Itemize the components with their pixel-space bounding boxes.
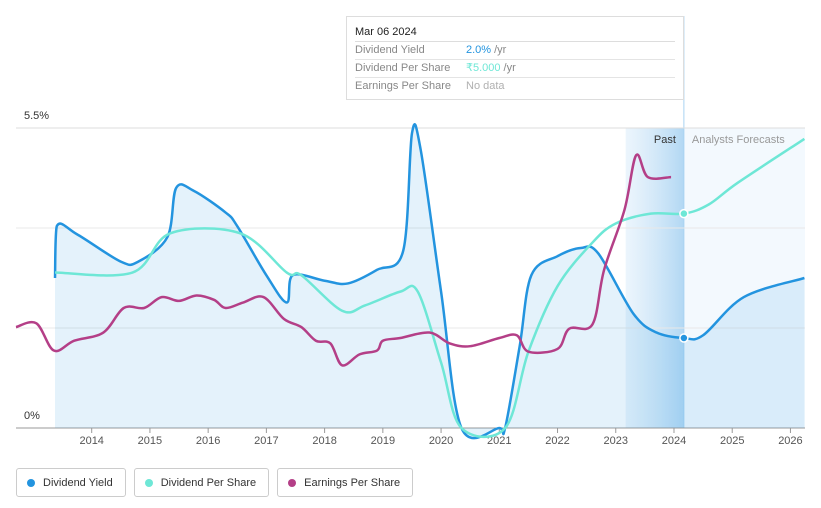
tooltip-label: Dividend Per Share bbox=[355, 62, 451, 74]
tooltip-value: ₹5.000 bbox=[466, 62, 501, 74]
legend-label: Earnings Per Share bbox=[304, 476, 401, 489]
tooltip-unit: /yr bbox=[494, 44, 507, 56]
past-label: Past bbox=[654, 134, 676, 146]
x-tick-label: 2018 bbox=[312, 435, 336, 447]
tooltip-row: Dividend Yield 2.0%/yr bbox=[355, 42, 675, 60]
forecast-label: Analysts Forecasts bbox=[692, 134, 785, 146]
legend-dot bbox=[27, 478, 35, 487]
x-tick-label: 2026 bbox=[778, 435, 802, 447]
tooltip-row: Dividend Per Share ₹5.000/yr bbox=[355, 60, 675, 78]
legend-dot bbox=[144, 478, 153, 487]
y-tick-label: 5.5% bbox=[24, 110, 49, 122]
tooltip-label: Earnings Per Share bbox=[355, 80, 451, 92]
line bbox=[53, 123, 805, 440]
tooltip-label: Dividend Yield bbox=[355, 44, 425, 56]
x-tick-label: 2019 bbox=[371, 435, 395, 447]
legend-label: Dividend Yield bbox=[43, 476, 113, 489]
x-tick-label: 2015 bbox=[138, 435, 162, 447]
legend-item[interactable]: Dividend Yield bbox=[16, 468, 126, 497]
x-tick-label: 2023 bbox=[604, 435, 628, 447]
legend: Dividend Yield Dividend Per Share Earnings… bbox=[16, 468, 414, 497]
area bbox=[55, 124, 805, 439]
legend-item[interactable]: Earnings Per Share bbox=[277, 468, 414, 497]
y-tick-label: 0% bbox=[24, 410, 40, 422]
x-tick-label: 2016 bbox=[196, 435, 220, 447]
line bbox=[55, 137, 806, 439]
line bbox=[15, 153, 672, 367]
x-tick-label: 2022 bbox=[545, 435, 569, 447]
tooltip-date: Mar 06 2024 bbox=[355, 23, 675, 42]
tooltip-value: 2.0% bbox=[466, 44, 492, 56]
x-tick-label: 2014 bbox=[79, 435, 103, 447]
legend-label: Dividend Per Share bbox=[160, 476, 257, 489]
tooltip-unit: /yr bbox=[503, 62, 516, 74]
legend-item[interactable]: Dividend Per Share bbox=[133, 468, 270, 497]
tooltip-value: No data bbox=[466, 80, 505, 92]
x-tick-label: 2017 bbox=[254, 435, 278, 447]
x-tick-label: 2024 bbox=[662, 435, 686, 447]
x-tick-label: 2025 bbox=[720, 435, 744, 447]
x-tick-label: 2021 bbox=[487, 435, 511, 447]
point bbox=[679, 333, 689, 343]
point bbox=[679, 208, 689, 219]
tooltip: Mar 06 2024 Dividend Yield 2.0%/yr Dividen… bbox=[346, 16, 684, 100]
tooltip-row: Earnings Per Share No data bbox=[355, 78, 675, 95]
x-tick-label: 2020 bbox=[429, 435, 453, 447]
legend-dot bbox=[288, 478, 297, 487]
